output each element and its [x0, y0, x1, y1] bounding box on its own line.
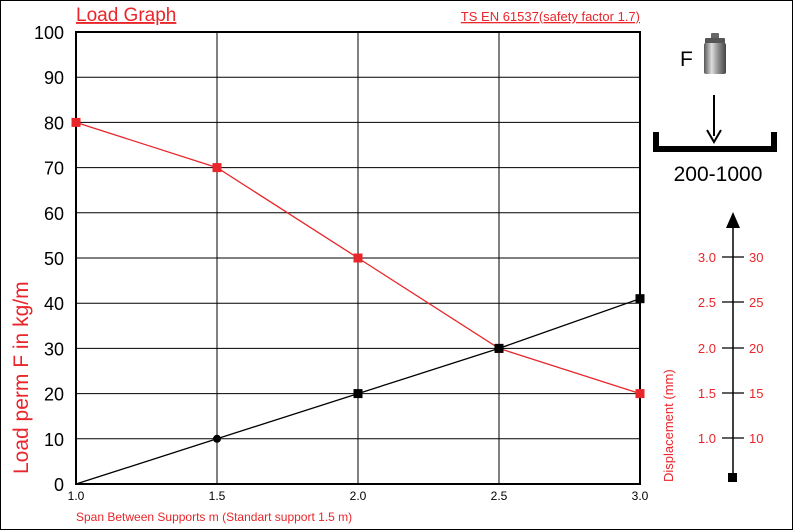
- displacement-left-tick-label: 1.5: [698, 386, 716, 401]
- displacement-label: Displacement (mm): [661, 369, 676, 482]
- displacement-right-tick-label: 30: [749, 250, 763, 265]
- displacement-right-tick-label: 20: [749, 341, 763, 356]
- grid-lines: [76, 32, 640, 484]
- x-tick-labels: 1.0 1.5 2.0 2.5 3.0: [68, 489, 649, 503]
- displacement-right-tick-label: 10: [749, 431, 763, 446]
- x-tick-label: 2.0: [350, 489, 367, 503]
- x-axis-label: Span Between Supports m (Standart suppor…: [76, 510, 352, 524]
- plot-area: [75, 31, 641, 485]
- y-tick-label: 40: [44, 294, 64, 314]
- series-1-point: [635, 294, 645, 304]
- x-tick-label: 3.0: [632, 489, 649, 503]
- range-label: 200-1000: [674, 163, 763, 186]
- displacement-left-tick-label: 1.0: [698, 431, 716, 446]
- displacement-right-tick-label: 15: [749, 386, 763, 401]
- displacement-right-tick-label: 25: [749, 295, 763, 310]
- series-0-point: [212, 163, 222, 173]
- y-tick-label: 90: [44, 68, 64, 88]
- displacement-left-tick-label: 2.0: [698, 341, 716, 356]
- y-tick-label: 80: [44, 113, 64, 133]
- displacement-left-tick-label: 2.5: [698, 295, 716, 310]
- x-tick-label: 1.5: [209, 489, 226, 503]
- y-tick-label: 60: [44, 204, 64, 224]
- weight-icon: [704, 33, 726, 74]
- y-tick-label: 0: [54, 475, 64, 495]
- x-tick-label: 2.5: [491, 489, 508, 503]
- cable-tray-icon: [653, 132, 777, 152]
- series-layer: [71, 117, 645, 485]
- y-tick-label: 10: [44, 430, 64, 450]
- y-tick-label: 50: [44, 249, 64, 269]
- y-tick-labels: 0 10 20 30 40 50 60 70 80 90 100: [34, 23, 64, 495]
- displacement-ticks: 1.0 10 1.5 15 2.0 20 2.5 25 3.0 30: [698, 250, 764, 446]
- series-1-point: [213, 434, 221, 443]
- series-0-point: [353, 253, 363, 263]
- y-tick-label: 70: [44, 159, 64, 179]
- displacement-left-tick-label: 3.0: [698, 250, 716, 265]
- series-1-point: [353, 389, 363, 399]
- force-label: F: [680, 48, 693, 71]
- y-tick-label: 30: [44, 339, 64, 359]
- arrow-down-icon: [706, 95, 722, 144]
- chart-subtitle: TS EN 61537(safety factor 1.7): [461, 9, 640, 24]
- displacement-arrow-icon: [726, 212, 740, 228]
- y-axis-label: Load perm F in kg/m: [10, 281, 33, 474]
- series-0-point: [635, 389, 645, 399]
- y-tick-label: 100: [34, 23, 64, 43]
- x-tick-label: 1.0: [68, 489, 85, 503]
- chart-title: Load Graph: [76, 5, 176, 26]
- y-tick-label: 20: [44, 385, 64, 405]
- series-0-point: [71, 117, 81, 127]
- series-1-point: [494, 343, 504, 353]
- displacement-base-marker: [728, 473, 737, 482]
